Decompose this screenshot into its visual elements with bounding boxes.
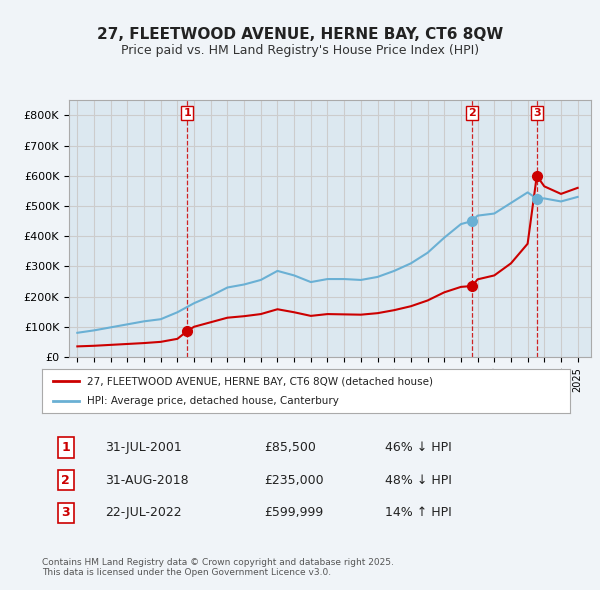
Text: 31-AUG-2018: 31-AUG-2018: [106, 474, 189, 487]
Text: 1: 1: [61, 441, 70, 454]
Text: 14% ↑ HPI: 14% ↑ HPI: [385, 506, 452, 519]
Text: 3: 3: [61, 506, 70, 519]
Text: 46% ↓ HPI: 46% ↓ HPI: [385, 441, 452, 454]
Text: 27, FLEETWOOD AVENUE, HERNE BAY, CT6 8QW (detached house): 27, FLEETWOOD AVENUE, HERNE BAY, CT6 8QW…: [87, 376, 433, 386]
Text: 31-JUL-2001: 31-JUL-2001: [106, 441, 182, 454]
Text: Contains HM Land Registry data © Crown copyright and database right 2025.
This d: Contains HM Land Registry data © Crown c…: [42, 558, 394, 577]
Text: HPI: Average price, detached house, Canterbury: HPI: Average price, detached house, Cant…: [87, 396, 339, 405]
Text: 48% ↓ HPI: 48% ↓ HPI: [385, 474, 452, 487]
Text: 22-JUL-2022: 22-JUL-2022: [106, 506, 182, 519]
Text: 27, FLEETWOOD AVENUE, HERNE BAY, CT6 8QW: 27, FLEETWOOD AVENUE, HERNE BAY, CT6 8QW: [97, 27, 503, 41]
Text: £235,000: £235,000: [264, 474, 323, 487]
Text: 2: 2: [61, 474, 70, 487]
Text: £599,999: £599,999: [264, 506, 323, 519]
Text: 1: 1: [183, 108, 191, 118]
Text: Price paid vs. HM Land Registry's House Price Index (HPI): Price paid vs. HM Land Registry's House …: [121, 44, 479, 57]
Text: £85,500: £85,500: [264, 441, 316, 454]
Text: 2: 2: [468, 108, 476, 118]
Text: 3: 3: [533, 108, 541, 118]
